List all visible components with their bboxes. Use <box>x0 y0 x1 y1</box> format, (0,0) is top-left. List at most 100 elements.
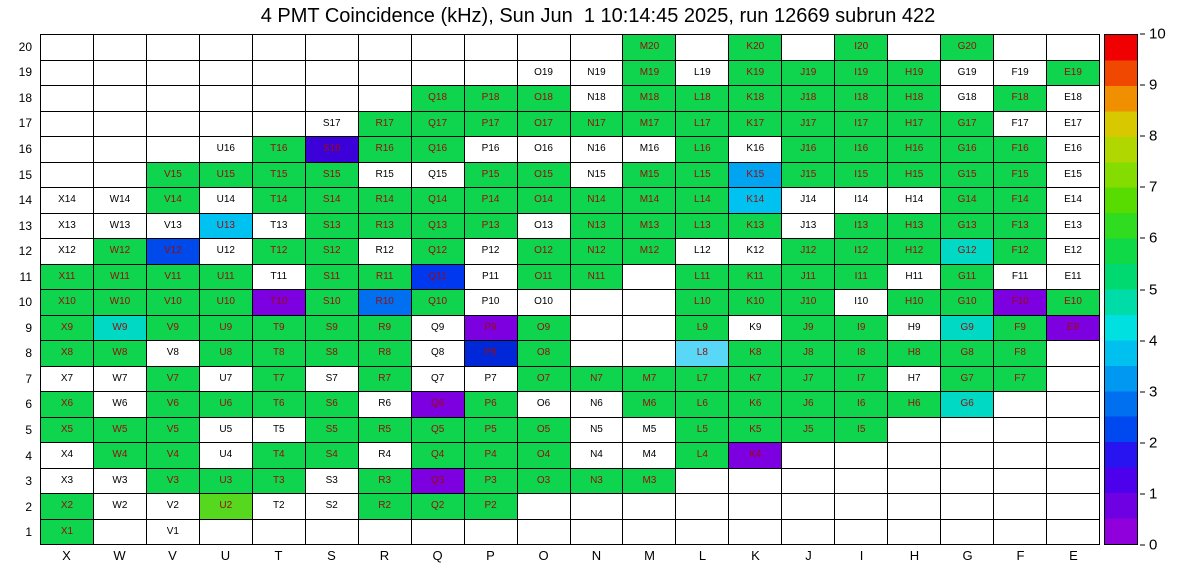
cell-label: T16 <box>270 143 288 155</box>
cell-label: S13 <box>322 219 341 231</box>
heatmap-cell: H7 <box>888 366 942 392</box>
heatmap-cell: G11 <box>941 264 995 290</box>
cell-label: H14 <box>904 194 924 206</box>
heatmap-cell <box>888 519 942 545</box>
cell-label: N13 <box>587 219 606 231</box>
heatmap-cell: T10 <box>252 290 306 316</box>
heatmap-cell: Q9 <box>411 315 465 341</box>
cell-label: P16 <box>481 143 500 155</box>
cell-label: R13 <box>375 219 394 231</box>
heatmap-cell: N15 <box>570 162 624 188</box>
colorbar-tick-labels: 0 1 2 3 4 5 6 7 8 9 10 <box>1140 26 1192 554</box>
cell-label: R9 <box>378 321 392 333</box>
heatmap-cell: T6 <box>252 392 306 418</box>
heatmap-cell <box>358 60 412 86</box>
cell-label: P9 <box>484 321 497 333</box>
cell-label: S15 <box>322 168 341 180</box>
cell-label: R17 <box>375 117 394 129</box>
cell-label: G13 <box>957 219 977 231</box>
cell-label: H15 <box>904 168 924 180</box>
cell-label: V1 <box>166 525 179 537</box>
cell-label: O5 <box>536 423 551 435</box>
heatmap-cell: Q4 <box>411 443 465 469</box>
cell-label: U16 <box>216 143 235 155</box>
heatmap-cell: T7 <box>252 366 306 392</box>
cell-label: Q10 <box>428 296 448 308</box>
heatmap-cell: X6 <box>41 392 94 418</box>
heatmap-cell: U16 <box>199 137 253 163</box>
cell-label: J17 <box>800 117 817 129</box>
heatmap-cell: K20 <box>729 35 783 61</box>
heatmap-cell <box>517 35 571 61</box>
cell-label: R15 <box>375 168 394 180</box>
heatmap-cell: I9 <box>835 315 889 341</box>
heatmap-cell: W3 <box>93 468 147 494</box>
cell-label: V4 <box>166 449 179 461</box>
heatmap-cell <box>782 443 836 469</box>
heatmap-cell: G12 <box>941 239 995 265</box>
cell-label: F14 <box>1011 194 1029 206</box>
heatmap-cell: R12 <box>358 239 412 265</box>
cell-label: U10 <box>216 296 235 308</box>
cell-label: F13 <box>1011 219 1029 231</box>
heatmap-cell <box>994 35 1048 61</box>
cell-label: V10 <box>163 296 182 308</box>
heatmap-cell: R8 <box>358 341 412 367</box>
heatmap-cell <box>252 86 306 112</box>
colorbar-tick-label: 0 <box>1140 537 1157 554</box>
cell-label: H8 <box>907 347 921 359</box>
cell-label: W8 <box>112 347 128 359</box>
heatmap-cell: W5 <box>93 417 147 443</box>
heatmap-cell: Q3 <box>411 468 465 494</box>
heatmap-cell <box>994 468 1048 494</box>
heatmap-cell: P13 <box>464 213 518 239</box>
cell-label: O14 <box>534 194 553 206</box>
cell-label: Q15 <box>428 168 448 180</box>
heatmap-cell: L9 <box>676 315 730 341</box>
cell-label: O13 <box>534 219 553 231</box>
heatmap-cell: O18 <box>517 86 571 112</box>
cell-label: Q18 <box>428 92 448 104</box>
cell-label: V14 <box>163 194 182 206</box>
heatmap-cell: F10 <box>994 290 1048 316</box>
heatmap-cell: O10 <box>517 290 571 316</box>
cell-label: W13 <box>109 219 131 231</box>
cell-label: P18 <box>481 92 500 104</box>
heatmap-cell: P14 <box>464 188 518 214</box>
heatmap-cell: X14 <box>41 188 94 214</box>
colorbar-tick-label: 1 <box>1140 485 1157 502</box>
cell-label: R2 <box>378 500 392 512</box>
heatmap-cell: I8 <box>835 341 889 367</box>
heatmap-cell <box>570 494 624 520</box>
heatmap-cell: N17 <box>570 111 624 137</box>
cell-label: L11 <box>694 270 711 282</box>
cell-label: P4 <box>484 449 497 461</box>
heatmap-cell: K7 <box>729 366 783 392</box>
cell-label: T3 <box>272 474 285 486</box>
cell-label: U12 <box>216 245 235 257</box>
cell-label: X5 <box>60 423 74 435</box>
heatmap-cell: S14 <box>305 188 359 214</box>
heatmap-cell: K13 <box>729 213 783 239</box>
heatmap-cell <box>305 519 359 545</box>
cell-label: U2 <box>219 500 233 512</box>
heatmap-cell: G16 <box>941 137 995 163</box>
heatmap-cell <box>146 111 200 137</box>
cell-label: X6 <box>60 398 74 410</box>
heatmap-cell: U10 <box>199 290 253 316</box>
heatmap-cell: L4 <box>676 443 730 469</box>
heatmap-cell <box>199 35 253 61</box>
heatmap-cell: U3 <box>199 468 253 494</box>
cell-label: V3 <box>166 474 179 486</box>
colorbar-tick-label: 9 <box>1140 77 1157 94</box>
cell-label: W14 <box>109 194 131 206</box>
cell-label: U6 <box>219 398 233 410</box>
heatmap-cell <box>517 494 571 520</box>
cell-label: X7 <box>60 372 74 384</box>
heatmap-cell: T11 <box>252 264 306 290</box>
cell-label: M16 <box>639 143 660 155</box>
x-axis-tick-label: R <box>379 548 390 563</box>
cell-label: I14 <box>854 194 869 206</box>
heatmap-cell: S6 <box>305 392 359 418</box>
